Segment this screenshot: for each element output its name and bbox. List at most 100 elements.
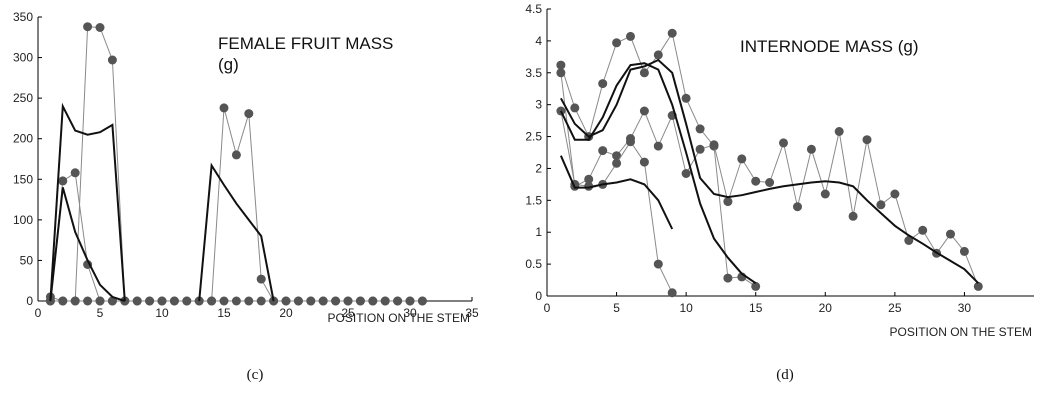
data-point: [83, 22, 93, 32]
x-axis-label: POSITION ON THE STEM: [328, 311, 470, 325]
data-point: [695, 144, 705, 154]
data-point: [681, 93, 691, 103]
smooth-line-5: [49, 187, 126, 302]
data-point: [806, 144, 816, 154]
chart-title: INTERNODE MASS (g): [740, 37, 919, 56]
x-tick-label: 20: [279, 306, 293, 320]
y-tick-label: 100: [13, 213, 33, 227]
figure-caption: (d): [776, 367, 794, 383]
y-tick-label: 0: [535, 289, 542, 303]
data-point: [723, 197, 733, 207]
data-point: [107, 296, 117, 306]
data-point: [626, 137, 635, 147]
smooth-line-4: [49, 102, 126, 302]
data-point: [639, 68, 649, 78]
data-point: [612, 151, 622, 161]
y-tick-label: 3: [535, 98, 542, 112]
data-point: [918, 225, 928, 235]
data-point: [959, 246, 969, 256]
x-tick-label: 30: [403, 306, 417, 320]
y-tick-label: 2: [535, 161, 542, 175]
data-point: [890, 189, 900, 199]
y-tick-label: 0: [26, 294, 33, 308]
data-point: [244, 296, 254, 306]
data-point: [380, 296, 390, 306]
data-point: [681, 169, 691, 178]
y-tick-label: 4.5: [525, 2, 542, 16]
data-point: [107, 55, 117, 65]
smooth-line-5: [560, 58, 980, 284]
data-point: [368, 296, 378, 306]
data-point: [653, 141, 663, 151]
data-point: [639, 106, 649, 116]
data-point: [207, 296, 217, 306]
chart-female-fruit-mass: 0 50 100 150 200 250 300 350 0 5 10 15 20 25 30 35 FEMAL…: [13, 10, 479, 383]
data-point: [145, 296, 155, 306]
data-point: [393, 296, 403, 306]
data-point: [157, 296, 167, 306]
data-point: [751, 281, 761, 291]
data-point: [667, 28, 677, 38]
x-tick-label: 0: [35, 306, 42, 320]
data-point: [556, 60, 566, 70]
data-point: [244, 109, 254, 119]
y-tick-label: 350: [13, 10, 33, 24]
x-tick-label: 25: [888, 301, 902, 315]
data-point: [946, 229, 955, 239]
data-point: [653, 259, 663, 269]
data-point: [695, 124, 705, 134]
data-point: [231, 296, 241, 306]
data-point: [417, 296, 427, 306]
x-tick-label: 20: [819, 301, 833, 315]
chart-title: FEMALE FRUIT MASS (g): [218, 34, 393, 74]
x-tick-label: 30: [958, 301, 972, 315]
data-point: [58, 176, 68, 186]
smooth-line-4: [560, 62, 757, 285]
data-point: [306, 296, 316, 306]
data-point: [709, 140, 719, 150]
data-point: [256, 274, 266, 284]
y-tick-label: 4: [535, 34, 542, 48]
data-point: [58, 296, 68, 306]
data-point: [584, 174, 594, 184]
data-point: [834, 127, 844, 136]
data-point: [318, 296, 328, 306]
data-point: [820, 189, 830, 199]
data-point: [779, 138, 788, 148]
data-point: [70, 296, 80, 306]
smooth-line-6: [559, 155, 674, 230]
x-tick-label: 0: [544, 301, 551, 315]
y-tick-label: 50: [20, 253, 34, 267]
x-tick-label: 10: [679, 301, 693, 315]
data-point: [793, 202, 802, 212]
x-tick-label: 5: [97, 306, 104, 320]
x-axis-label: POSITION ON THE STEM: [890, 325, 1032, 339]
data-point: [667, 288, 677, 298]
x-tick-label: 15: [749, 301, 763, 315]
y-tick-label: 250: [13, 91, 33, 105]
x-tick-label: 5: [613, 301, 620, 315]
data-point: [95, 23, 105, 32]
data-point: [355, 296, 365, 306]
y-tick-label: 0.5: [525, 257, 542, 271]
x-tick-label: 10: [155, 306, 169, 320]
data-point: [598, 146, 608, 156]
y-tick-label: 2.5: [525, 130, 542, 144]
x-tick-label: 25: [341, 306, 355, 320]
data-point: [293, 296, 303, 306]
data-point: [612, 38, 622, 48]
data-point: [169, 296, 179, 306]
data-point: [876, 200, 886, 210]
data-point: [570, 103, 580, 113]
y-tick-label: 3.5: [525, 66, 542, 80]
data-point: [219, 296, 229, 306]
data-point: [751, 176, 761, 186]
data-point: [83, 296, 93, 306]
data-point: [70, 168, 80, 178]
data-point: [904, 236, 914, 245]
data-point: [132, 296, 142, 306]
smooth-line-6: [198, 162, 275, 302]
data-point: [639, 157, 649, 167]
x-tick-label: 15: [217, 306, 231, 320]
